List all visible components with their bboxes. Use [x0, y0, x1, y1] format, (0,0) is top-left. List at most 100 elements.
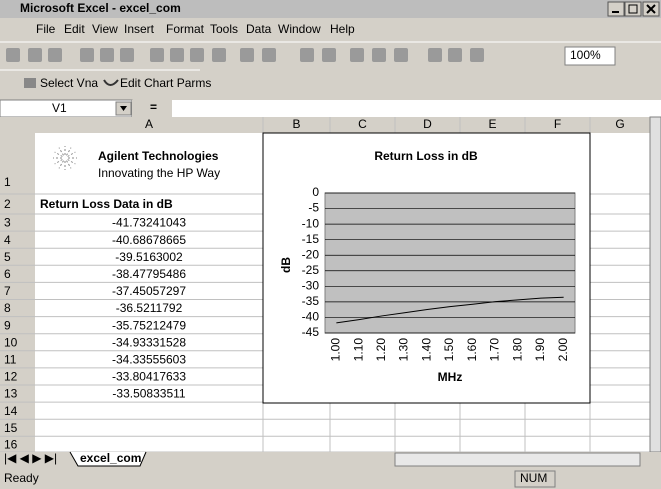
toolbar-icon[interactable]	[190, 48, 204, 62]
x-tick-label: 2.00	[556, 338, 570, 362]
menu-item[interactable]: File	[36, 22, 56, 36]
col-header-bg	[0, 117, 650, 133]
col-header: G	[615, 117, 624, 131]
cell-value: -34.33555603	[112, 353, 186, 367]
y-tick-label: -20	[302, 247, 320, 261]
cell-value: -39.5163002	[115, 250, 183, 264]
toolbar-icon[interactable]	[120, 48, 134, 62]
row-number: 3	[4, 216, 11, 230]
zoom-box[interactable]	[564, 46, 616, 66]
logo-star	[58, 160, 64, 169]
button-select-vna[interactable]: Select Vna	[40, 76, 98, 90]
menu-item[interactable]: Help	[330, 22, 355, 36]
toolbar-icon[interactable]	[262, 48, 276, 62]
x-tick-label: 1.90	[533, 338, 547, 362]
logo-tagline: Innovating the HP Way	[98, 166, 220, 180]
status-num: NUM	[520, 471, 547, 485]
cell-value: -33.50833511	[112, 387, 186, 401]
menu-item[interactable]: Insert	[124, 22, 155, 36]
row-number: 16	[4, 437, 18, 451]
toolbar-icon[interactable]	[448, 48, 462, 62]
cell-value: -40.68678665	[112, 233, 186, 247]
logo-star	[54, 159, 63, 165]
logo-name: Agilent Technologies	[98, 149, 219, 163]
logo-star	[67, 159, 76, 165]
button-edit-chart[interactable]: Edit Chart Parms	[120, 76, 211, 90]
row-number: 12	[4, 370, 18, 384]
x-tick-label: 1.30	[397, 338, 411, 362]
window-buttons[interactable]	[607, 1, 660, 17]
menu-item[interactable]: Edit	[64, 22, 85, 36]
toolbar-icon[interactable]	[322, 48, 336, 62]
window-title: Microsoft Excel - excel_com	[20, 1, 181, 15]
menu-item[interactable]: Format	[166, 22, 205, 36]
toolbar-icon[interactable]	[100, 48, 114, 62]
row-number: 11	[4, 353, 17, 367]
logo-star	[66, 160, 72, 169]
sheet-tabs: |◀ ◀ ▶ ▶| excel_com	[0, 451, 661, 467]
toolbar-icon[interactable]	[6, 48, 20, 62]
menu-item[interactable]: Tools	[210, 22, 238, 36]
toolbar-icon[interactable]	[394, 48, 408, 62]
title-bar	[0, 0, 661, 18]
sheet-header: Return Loss Data in dB	[40, 197, 173, 211]
toolbar-icon[interactable]	[428, 48, 442, 62]
row-number: 1	[4, 175, 11, 189]
y-tick-label: -30	[302, 279, 320, 293]
row-number: 7	[4, 284, 11, 298]
toolbar-icon[interactable]	[470, 48, 484, 62]
toolbar-icon[interactable]	[48, 48, 62, 62]
cell-value: -35.75212479	[112, 318, 186, 332]
col-header: D	[423, 117, 432, 131]
icon	[24, 78, 36, 88]
tab[interactable]	[69, 451, 147, 467]
toolbar-icon[interactable]	[240, 48, 254, 62]
logo-star	[66, 147, 72, 156]
y-tick-label: 0	[312, 185, 319, 199]
toolbar-icon[interactable]	[372, 48, 386, 62]
row-number: 10	[4, 335, 18, 349]
toolbar-icon[interactable]	[28, 48, 42, 62]
logo-star	[54, 151, 63, 157]
x-tick-label: 1.70	[488, 338, 502, 362]
plot-area	[324, 192, 576, 334]
row-number: 6	[4, 267, 11, 281]
cell-value: -36.5211792	[116, 301, 183, 315]
cell-value: -33.80417633	[112, 370, 186, 384]
logo-star	[67, 151, 76, 157]
toolbar-icon[interactable]	[350, 48, 364, 62]
toolbar-icon[interactable]	[300, 48, 314, 62]
y-axis-label: dB	[279, 257, 293, 273]
x-tick-label: 1.20	[374, 338, 388, 362]
row-number: 14	[4, 404, 18, 418]
y-tick-label: -45	[302, 325, 320, 339]
col-header: F	[554, 117, 561, 131]
embedded-chart: Return Loss in dB 0 -5-10 -15-20 -25 -30-35 -4…	[262, 132, 591, 404]
row-number: 4	[4, 233, 11, 247]
toolbar-icon[interactable]	[212, 48, 226, 62]
col-header: B	[292, 117, 300, 131]
toolbar-icon[interactable]	[80, 48, 94, 62]
toolbar-icon[interactable]	[150, 48, 164, 62]
row-number: 2	[4, 197, 11, 211]
tab-nav[interactable]: |◀ ◀ ▶ ▶|	[4, 451, 57, 465]
col-header: A	[145, 117, 153, 131]
menu-item[interactable]: Window	[278, 22, 321, 36]
y-tick-label: -35	[302, 294, 320, 308]
menu-item[interactable]: Data	[246, 22, 272, 36]
y-tick-label: -5	[308, 201, 319, 215]
menu-item[interactable]: View	[92, 22, 118, 36]
v-scrollbar	[649, 116, 661, 453]
chart-title: Return Loss in dB	[374, 149, 478, 163]
col-header: E	[488, 117, 496, 131]
x-tick-label: 1.10	[351, 338, 365, 362]
name-box-text: V1	[52, 101, 67, 115]
x-tick-label: 1.40	[419, 338, 433, 362]
row-number: 8	[4, 301, 11, 315]
row-header-bg	[0, 133, 35, 452]
icon	[103, 79, 119, 86]
col-header: C	[358, 117, 367, 131]
zoom-value: 100%	[570, 48, 601, 62]
toolbar-icon[interactable]	[170, 48, 184, 62]
